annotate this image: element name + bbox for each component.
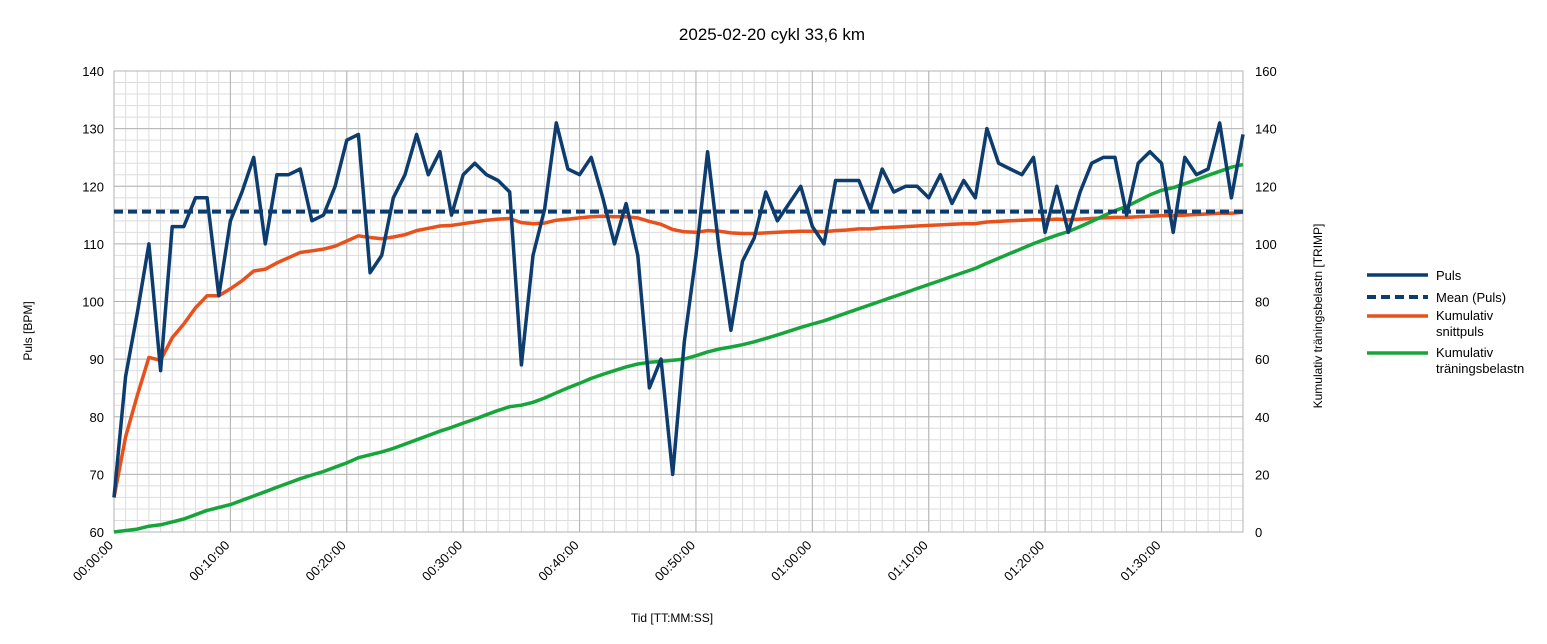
y2-tick-label: 120 [1255, 179, 1277, 194]
y2-axis-label: Kumulativ träningsbelastn [TRIMP] [1311, 224, 1325, 409]
x-tick-label: 00:30:00 [419, 538, 465, 584]
y-axis-label: Puls [BPM] [21, 301, 35, 360]
chart-title: 2025-02-20 cykl 33,6 km [679, 25, 865, 44]
y2-tick-label: 20 [1255, 467, 1269, 482]
x-axis-ticks: 00:00:00 00:10:00 00:20:00 00:30:00 00:40:00… [70, 538, 1164, 584]
y2-tick-label: 160 [1255, 64, 1277, 79]
y-tick-label: 100 [82, 295, 104, 310]
right-axis-ticks: 0 20 40 60 80 100 120 140 160 [1255, 64, 1277, 540]
x-tick-label: 00:50:00 [652, 538, 698, 584]
y-tick-label: 80 [90, 410, 104, 425]
x-tick-label: 00:20:00 [303, 538, 349, 584]
y2-tick-label: 40 [1255, 410, 1269, 425]
y2-tick-label: 60 [1255, 352, 1269, 367]
y2-tick-label: 140 [1255, 122, 1277, 137]
y-tick-label: 130 [82, 122, 104, 137]
x-axis-label: Tid [TT:MM:SS] [631, 611, 713, 625]
series-lines [112, 121, 1245, 534]
legend-label: Mean (Puls) [1436, 290, 1506, 305]
plot-area [113, 70, 1244, 533]
legend: Puls Mean (Puls) Kumulativ snittpuls Kumulat… [1367, 268, 1524, 376]
y-tick-label: 110 [83, 237, 104, 252]
y-tick-label: 140 [82, 64, 104, 79]
legend-label: Kumulativ snittpuls [1436, 308, 1494, 339]
x-tick-label: 01:10:00 [884, 538, 930, 584]
x-tick-label: 01:00:00 [768, 538, 814, 584]
series-line [112, 121, 1245, 498]
y-tick-label: 90 [90, 352, 104, 367]
y-tick-label: 70 [90, 467, 104, 482]
left-axis-ticks: 60 70 80 90 100 110 120 130 140 [82, 64, 104, 540]
y2-tick-label: 80 [1255, 295, 1269, 310]
x-tick-label: 00:40:00 [535, 538, 581, 584]
x-tick-label: 00:00:00 [70, 538, 116, 584]
legend-label: Puls [1436, 268, 1462, 283]
y2-tick-label: 100 [1255, 237, 1277, 252]
x-tick-label: 01:30:00 [1117, 538, 1163, 584]
y-tick-label: 120 [82, 179, 104, 194]
y2-tick-label: 0 [1255, 525, 1262, 540]
x-tick-label: 00:10:00 [186, 538, 232, 584]
x-tick-label: 01:20:00 [1001, 538, 1047, 584]
legend-label: Kumulativ träningsbelastn [1436, 345, 1524, 376]
y-tick-label: 60 [90, 525, 104, 540]
series-line [112, 210, 1244, 498]
